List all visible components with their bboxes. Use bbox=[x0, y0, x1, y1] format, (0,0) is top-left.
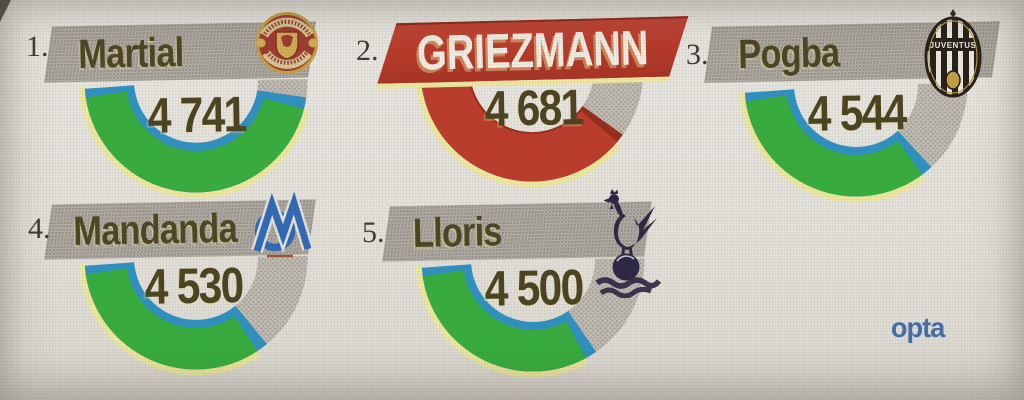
manchester-united-crest-icon bbox=[256, 12, 318, 74]
svg-text:JUVENTUS: JUVENTUS bbox=[930, 41, 977, 50]
player-name: Mandanda bbox=[72, 204, 238, 255]
juventus-crest-icon: JUVENTUS bbox=[924, 9, 982, 98]
gauge-arc-griezmann bbox=[414, 68, 644, 188]
player-value: 4 681 bbox=[484, 79, 584, 137]
name-banner-lloris: Lloris bbox=[382, 201, 652, 262]
rank-label: 3. bbox=[686, 38, 709, 71]
rank-label: 4. bbox=[28, 212, 51, 245]
player-value: 4 530 bbox=[144, 257, 244, 315]
player-name: Lloris bbox=[412, 208, 503, 256]
player-value: 4 741 bbox=[147, 86, 247, 144]
rank-label: 5. bbox=[362, 216, 385, 249]
name-banner-griezmann-highlighted: GRIEZMANN bbox=[375, 16, 689, 89]
gauge-arc-pogba bbox=[738, 83, 968, 203]
gauge-arc-martial bbox=[78, 79, 310, 199]
player-name: Martial bbox=[77, 28, 184, 77]
player-name: GRIEZMANN bbox=[416, 21, 649, 81]
name-banner-mandanda: Mandanda bbox=[44, 199, 316, 260]
marseille-om-crest-icon bbox=[251, 191, 311, 258]
rank-label: 2. bbox=[356, 34, 379, 67]
player-name: Pogba bbox=[737, 28, 840, 77]
gauge-arc-lloris bbox=[415, 258, 645, 378]
gauge-arc-mandanda bbox=[78, 256, 308, 376]
name-banner-pogba: Pogba bbox=[704, 21, 1000, 83]
player-value: 4 500 bbox=[484, 259, 584, 317]
player-value: 4 544 bbox=[807, 84, 907, 142]
opta-logo: opta bbox=[890, 312, 945, 343]
photo-corner-shadow bbox=[0, 0, 11, 22]
name-banner-martial: Martial bbox=[44, 21, 316, 83]
tottenham-cockerel-crest-icon bbox=[595, 189, 661, 298]
rank-label: 1. bbox=[26, 30, 49, 63]
